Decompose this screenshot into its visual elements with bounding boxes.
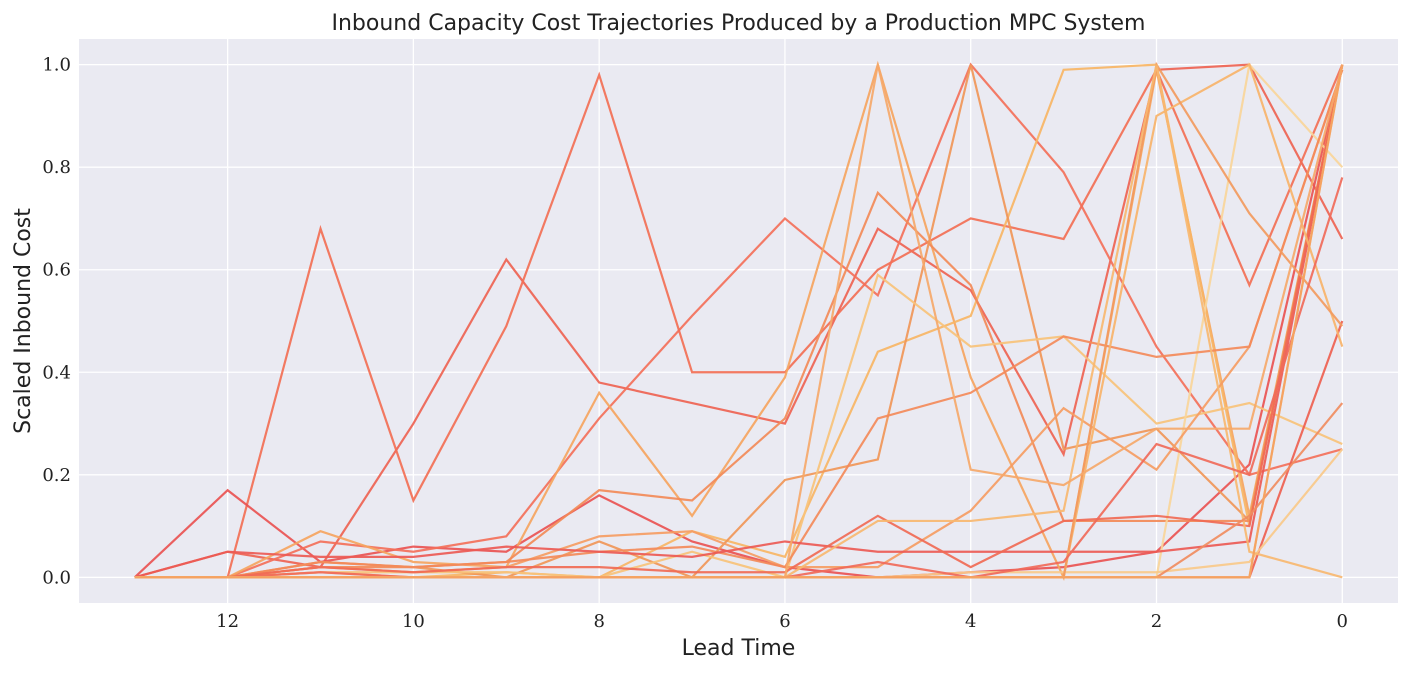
chart-title: Inbound Capacity Cost Trajectories Produ… xyxy=(332,11,1146,36)
y-axis-label: Scaled Inbound Cost xyxy=(11,208,36,434)
x-tick-label: 0 xyxy=(1337,611,1348,632)
series-lines xyxy=(133,60,1344,581)
x-tick-label: 6 xyxy=(779,611,790,632)
x-tick-label: 4 xyxy=(965,611,976,632)
y-tick-label: 0.2 xyxy=(42,465,71,486)
series-line-2 xyxy=(134,64,1344,579)
x-tick-labels: 12 10 8 6 4 2 0 xyxy=(216,611,1348,632)
series-line-14 xyxy=(134,64,1344,579)
series-line-12 xyxy=(134,69,1344,579)
x-tick-label: 8 xyxy=(593,611,604,632)
plot-area xyxy=(79,39,1398,603)
y-tick-label: 0.0 xyxy=(42,567,71,588)
y-tick-label: 1.0 xyxy=(42,55,71,76)
series-line-13 xyxy=(134,64,1344,579)
x-axis-label: Lead Time xyxy=(682,636,796,661)
y-tick-label: 0.8 xyxy=(42,157,71,178)
series-line-4 xyxy=(134,62,1343,579)
series-line-3 xyxy=(133,64,1344,579)
y-tick-labels: 0.0 0.2 0.4 0.6 0.8 1.0 xyxy=(42,55,71,589)
series-line-24 xyxy=(134,64,1344,579)
x-tick-label: 2 xyxy=(1151,611,1162,632)
x-tick-label: 12 xyxy=(216,611,239,632)
x-tick-label: 10 xyxy=(402,611,425,632)
y-tick-label: 0.6 xyxy=(42,260,71,281)
y-tick-label: 0.4 xyxy=(42,362,71,383)
